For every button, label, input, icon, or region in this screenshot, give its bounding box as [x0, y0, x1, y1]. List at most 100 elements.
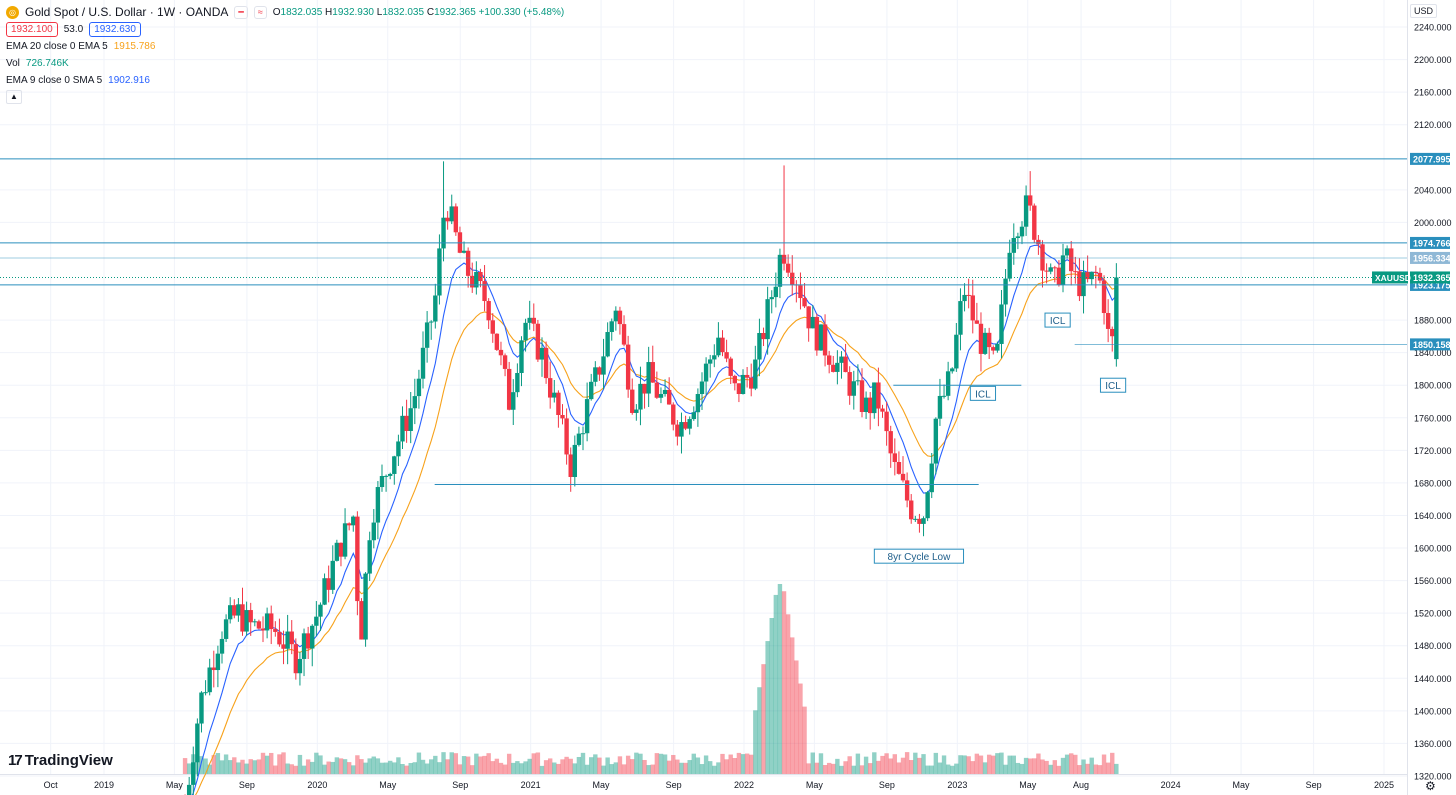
- volume-bar: [859, 765, 865, 774]
- time-tick-label: Aug: [1073, 780, 1089, 790]
- volume-bar: [203, 758, 208, 774]
- candle-body: [658, 394, 664, 398]
- candle-body: [699, 381, 705, 395]
- symbol-row: ◎ Gold Spot / U.S. Dollar · 1W · OANDA ━…: [6, 4, 564, 20]
- volume-bar: [662, 754, 668, 774]
- candle-body: [269, 613, 274, 630]
- candle-body: [502, 355, 508, 369]
- volume-bar: [691, 753, 696, 774]
- time-tick-label: May: [1019, 780, 1037, 790]
- volume-bar: [974, 753, 980, 774]
- volume-bar: [703, 755, 709, 774]
- volume-bar: [539, 765, 545, 774]
- candle-body: [917, 518, 922, 524]
- volume-bar: [736, 752, 742, 774]
- gear-icon[interactable]: ⚙: [1425, 779, 1436, 793]
- chevron-up-icon[interactable]: ▲: [6, 90, 22, 104]
- candle-body: [318, 604, 323, 617]
- candle-body: [523, 322, 528, 341]
- volume-bar: [330, 761, 335, 774]
- symbol-title[interactable]: Gold Spot / U.S. Dollar · 1W · OANDA: [25, 5, 229, 19]
- candle-body: [227, 605, 233, 620]
- volume-bar: [342, 759, 348, 774]
- volume-bar: [387, 760, 393, 774]
- indicator-ema20[interactable]: EMA 20 close 0 EMA 5 1915.786: [6, 40, 156, 52]
- candle-body: [695, 394, 701, 413]
- volume-bar: [867, 763, 873, 774]
- candle-body: [264, 613, 270, 631]
- candle-body: [478, 272, 483, 282]
- volume-bar: [781, 591, 787, 774]
- volume-bar: [740, 754, 746, 774]
- volume-bar: [355, 755, 360, 774]
- volume-bar: [802, 706, 807, 774]
- volume-bar: [954, 763, 959, 774]
- time-tick-label: Sep: [452, 780, 468, 790]
- indicator-volume[interactable]: Vol 726.746K: [6, 57, 69, 69]
- candle-body: [646, 362, 651, 394]
- candle-body: [712, 355, 717, 360]
- indicator-ema9[interactable]: EMA 9 close 0 SMA 5 1902.916: [6, 74, 150, 86]
- price-level-tag-label: 1923.175: [1413, 280, 1451, 290]
- candle-body: [630, 389, 635, 413]
- candle-body: [921, 518, 926, 524]
- volume-bar: [757, 687, 762, 774]
- volume-bar: [552, 762, 557, 774]
- currency-button[interactable]: USD: [1410, 4, 1438, 18]
- price-tick-label: 2000.000: [1414, 218, 1452, 228]
- candle-body: [367, 540, 372, 574]
- candle-body: [859, 380, 865, 412]
- volume-bar: [186, 763, 192, 774]
- sell-price-button[interactable]: 1932.100: [6, 21, 58, 37]
- buy-price-button[interactable]: 1932.630: [89, 21, 141, 37]
- volume-bar: [351, 765, 356, 774]
- candle-body: [736, 383, 742, 395]
- candle-body: [511, 392, 516, 410]
- volume-bar: [699, 764, 705, 774]
- candle-body: [539, 347, 545, 360]
- candle-body: [1114, 277, 1119, 360]
- hide-icon[interactable]: ━: [234, 5, 248, 19]
- price-tick-label: 1680.000: [1414, 478, 1452, 488]
- volume-bar: [527, 758, 532, 774]
- volume-bar: [888, 758, 893, 774]
- volume-bar: [367, 758, 372, 774]
- volume-bar: [1044, 760, 1049, 774]
- volume-bar: [818, 753, 824, 774]
- candle-body: [1069, 248, 1074, 272]
- candle-body: [831, 364, 836, 372]
- wave-icon[interactable]: ≈: [253, 5, 267, 19]
- volume-bar: [252, 760, 258, 774]
- candle-body: [716, 337, 721, 356]
- volume-bar: [346, 762, 352, 774]
- candle-body: [260, 628, 266, 631]
- candle-body: [449, 206, 454, 222]
- volume-bar: [966, 756, 971, 774]
- candle-body: [617, 310, 623, 325]
- candle-body: [909, 500, 914, 520]
- candle-body: [1077, 271, 1082, 297]
- volume-bar: [658, 753, 664, 774]
- candle-body: [281, 644, 286, 649]
- candle-body: [297, 658, 303, 674]
- candle-body: [621, 324, 627, 345]
- candle-body: [884, 411, 889, 432]
- time-tick-label: Sep: [1306, 780, 1322, 790]
- volume-bar: [547, 758, 553, 774]
- candle-body: [416, 378, 422, 397]
- candle-body: [211, 667, 216, 671]
- candle-body: [999, 304, 1004, 344]
- volume-bar: [839, 765, 844, 774]
- volume-bar: [211, 755, 216, 774]
- candle-body: [223, 619, 229, 639]
- volume-bar: [379, 762, 385, 774]
- candle-body: [941, 395, 947, 397]
- volume-bar: [576, 756, 582, 774]
- volume-bar: [884, 753, 889, 774]
- volume-bar: [683, 762, 688, 774]
- volume-bar: [564, 756, 569, 774]
- volume-bar: [478, 756, 483, 774]
- candle-body: [387, 473, 393, 476]
- candle-body: [314, 616, 319, 626]
